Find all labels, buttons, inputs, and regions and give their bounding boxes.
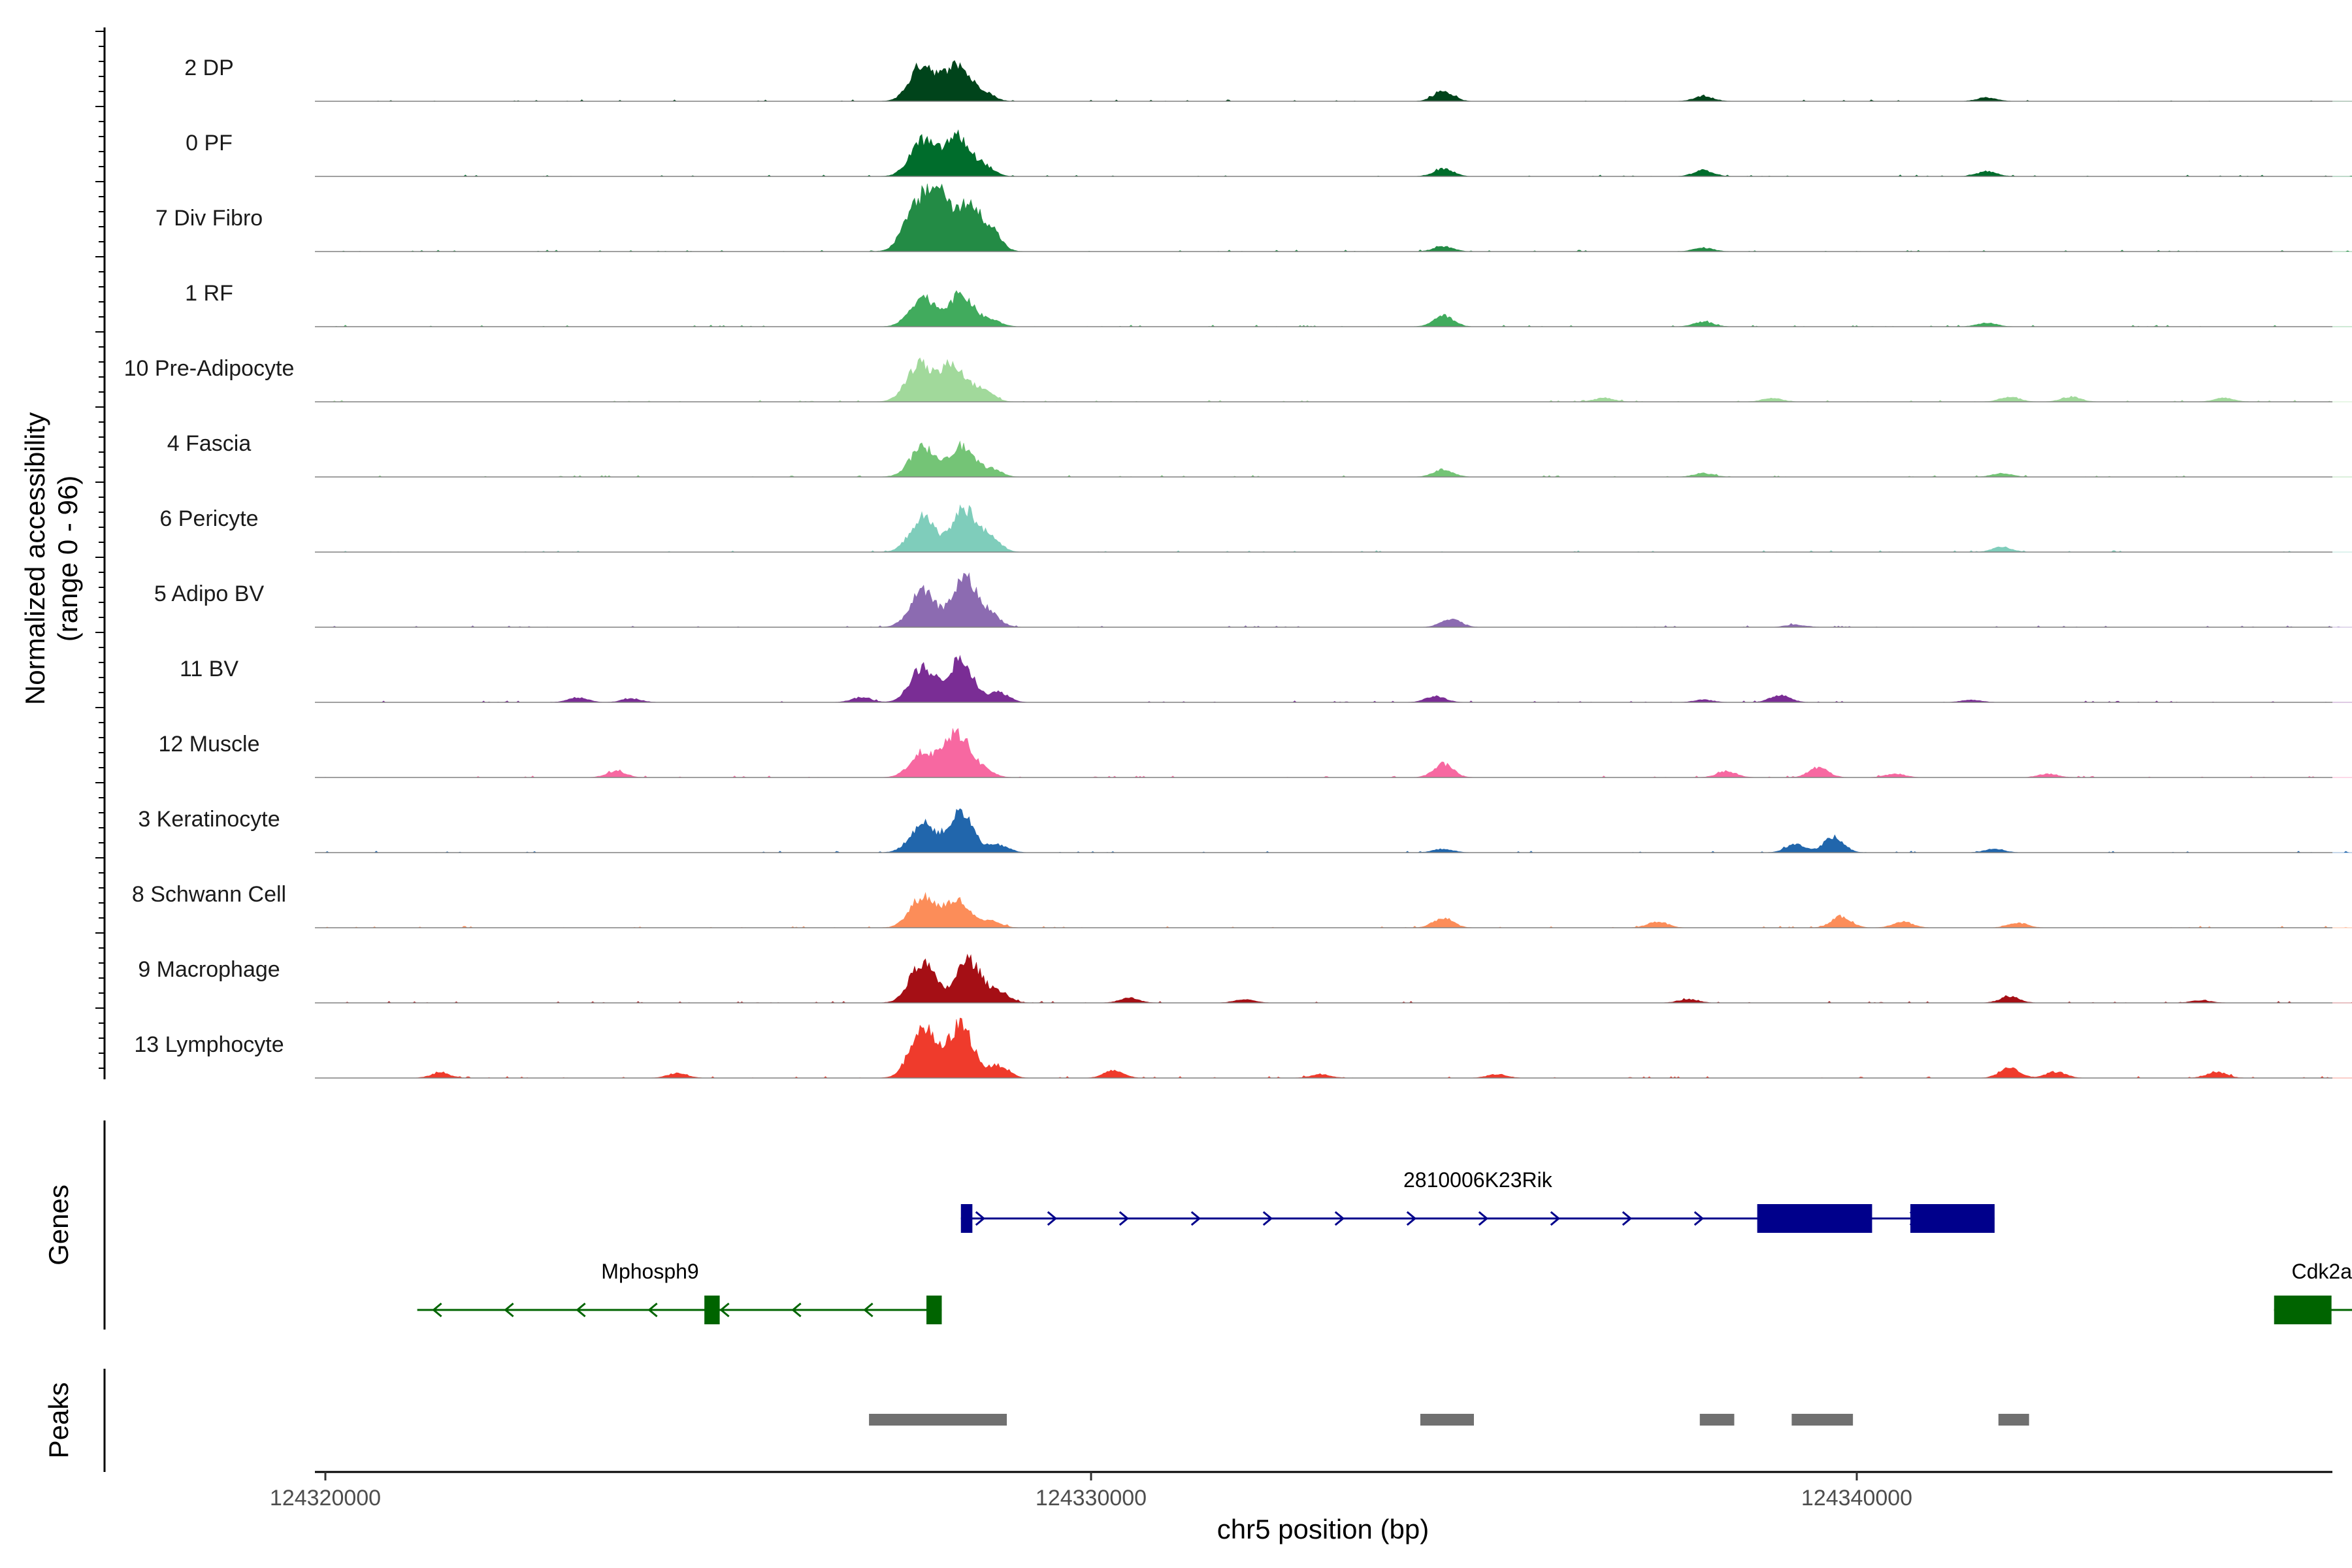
peak-region xyxy=(1791,1414,1854,1426)
coverage-area xyxy=(325,953,2352,1004)
coverage-area xyxy=(325,60,2352,102)
coverage-track: 8 Schwann Cell xyxy=(132,882,2352,928)
peak-region xyxy=(1998,1414,2029,1426)
track-label: 0 PF xyxy=(186,131,233,155)
strand-arrow xyxy=(1693,1211,1705,1226)
strand-arrow xyxy=(719,1302,730,1318)
peak-regions xyxy=(869,1414,2029,1426)
x-tick-label: 124330000 xyxy=(1036,1486,1147,1511)
gene-exon xyxy=(960,1204,973,1233)
coverage-track: 1 RF xyxy=(185,281,2352,327)
x-axis-title: chr5 position (bp) xyxy=(1217,1514,1429,1544)
gene-exon xyxy=(1910,1204,1995,1233)
coverage-track: 10 Pre-Adipocyte xyxy=(124,356,2352,402)
track-label: 10 Pre-Adipocyte xyxy=(124,356,295,381)
track-label: 12 Muscle xyxy=(159,732,260,757)
gene-exon xyxy=(704,1296,720,1324)
gene-annotations: 2810006K23Rik Mphosph9 Cdk2ap1 xyxy=(417,1168,2352,1324)
coverage-track: 2 DP xyxy=(184,56,2352,102)
coverage-track: 0 PF xyxy=(186,129,2352,177)
peak-region xyxy=(1699,1414,1735,1426)
coverage-track: 3 Keratinocyte xyxy=(138,807,2352,853)
coverage-track: 13 Lymphocyte xyxy=(134,1017,2352,1079)
strand-arrow xyxy=(1190,1211,1201,1226)
gene-label: Mphosph9 xyxy=(601,1260,698,1283)
strand-arrow xyxy=(1334,1211,1345,1226)
track-label: 7 Div Fibro xyxy=(155,206,263,231)
strand-arrow xyxy=(863,1302,874,1318)
coverage-track: 4 Fascia xyxy=(167,431,2352,478)
gene-exon xyxy=(1757,1204,1872,1233)
coverage-track: 11 BV xyxy=(180,655,2352,703)
strand-arrow xyxy=(1622,1211,1633,1226)
strand-arrow xyxy=(647,1302,658,1318)
gene-exon xyxy=(2274,1296,2332,1324)
peak-region xyxy=(1420,1414,1474,1426)
gene-label: Cdk2ap1 xyxy=(2292,1260,2352,1283)
x-tick-label: 124340000 xyxy=(1801,1486,1912,1511)
genes-panel-label: Genes xyxy=(43,1184,74,1266)
x-tick-label: 124320000 xyxy=(270,1486,381,1511)
strand-arrow xyxy=(1406,1211,1417,1226)
coverage-area xyxy=(324,808,2352,853)
strand-arrow xyxy=(1262,1211,1273,1226)
peak-region xyxy=(869,1414,1007,1426)
coverage-area xyxy=(325,183,2352,252)
track-label: 3 Keratinocyte xyxy=(138,807,280,832)
peaks-panel-label: Peaks xyxy=(43,1382,74,1459)
x-axis: 124320000 124330000 124340000 xyxy=(270,1471,2332,1511)
coverage-track: 12 Muscle xyxy=(159,728,2352,778)
coverage-track: 5 Adipo BV xyxy=(154,572,2352,628)
gene-model: Mphosph9 xyxy=(417,1260,942,1324)
coverage-area xyxy=(325,572,2352,628)
strand-arrow xyxy=(1119,1211,1130,1226)
track-label: 13 Lymphocyte xyxy=(134,1032,284,1057)
coverage-area xyxy=(325,655,2352,703)
strand-arrow xyxy=(1478,1211,1489,1226)
track-label: 5 Adipo BV xyxy=(154,581,265,606)
y-axis xyxy=(95,27,106,1079)
coverage-track: 9 Macrophage xyxy=(138,953,2352,1004)
coverage-tracks: 2 DP 0 PF 7 Div Fibro 1 RF 10 Pre-Adipocyte 4… xyxy=(124,56,2352,1079)
coverage-area xyxy=(325,290,2352,327)
strand-arrow xyxy=(576,1302,586,1318)
strand-arrow xyxy=(1550,1211,1561,1226)
coverage-area xyxy=(325,892,2352,928)
strand-arrow xyxy=(791,1302,802,1318)
strand-arrow xyxy=(504,1302,514,1318)
track-label: 11 BV xyxy=(180,657,238,681)
gene-exon xyxy=(926,1296,942,1324)
strand-arrow xyxy=(432,1302,442,1318)
track-label: 8 Schwann Cell xyxy=(132,882,286,907)
strand-arrow xyxy=(975,1211,986,1226)
track-label: 6 Pericyte xyxy=(159,506,258,531)
coverage-area xyxy=(325,728,2352,778)
strand-arrow xyxy=(1047,1211,1058,1226)
track-label: 2 DP xyxy=(184,56,234,80)
coverage-area xyxy=(325,129,2352,177)
track-label: 1 RF xyxy=(185,281,233,306)
gene-model: 2810006K23Rik xyxy=(960,1168,1995,1233)
coverage-area xyxy=(325,1017,2352,1079)
coverage-track: 6 Pericyte xyxy=(159,504,2352,553)
y-axis-title: Normalized accessibility xyxy=(20,412,50,705)
coverage-track: 7 Div Fibro xyxy=(155,183,2352,252)
coverage-area xyxy=(325,440,2352,478)
coverage-area xyxy=(325,504,2352,553)
gene-label: 2810006K23Rik xyxy=(1403,1168,1553,1192)
track-label: 9 Macrophage xyxy=(138,957,280,982)
track-label: 4 Fascia xyxy=(167,431,252,456)
gene-model: Cdk2ap1 xyxy=(2274,1260,2352,1324)
coverage-area xyxy=(325,357,2352,402)
y-axis-subtitle: (range 0 - 96) xyxy=(52,476,83,642)
